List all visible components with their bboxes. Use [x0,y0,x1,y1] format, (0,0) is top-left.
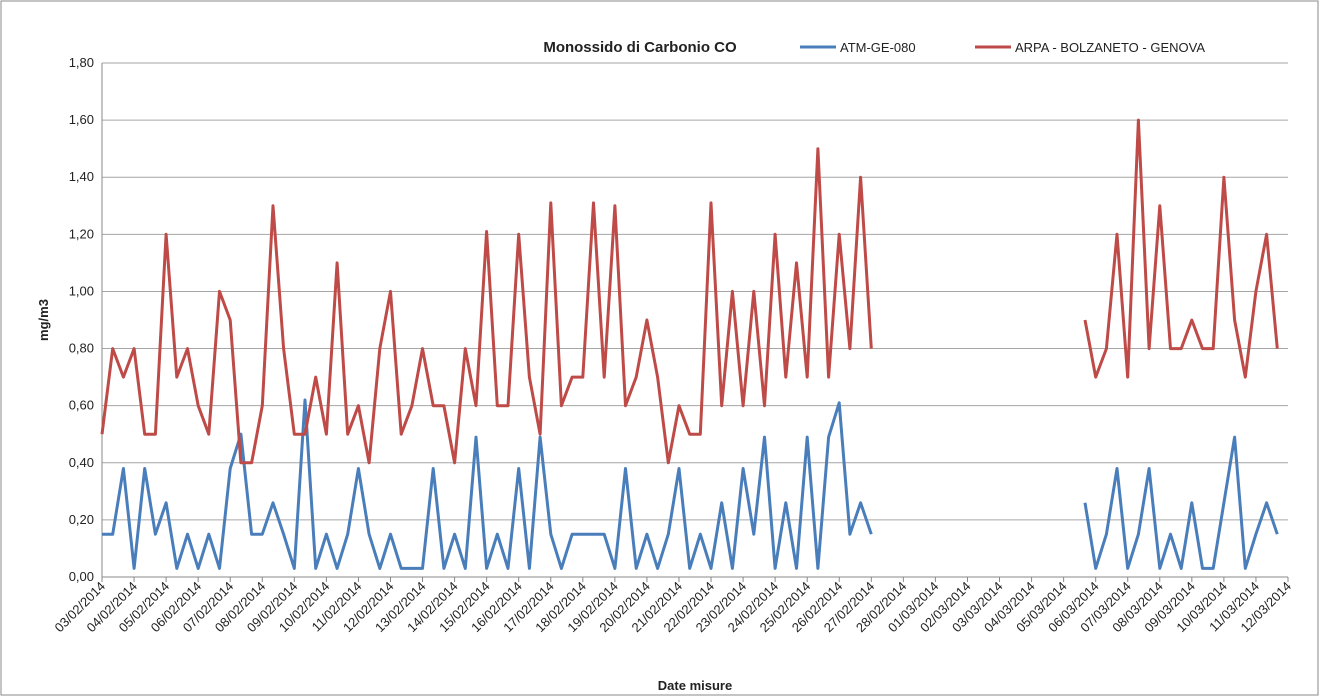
y-tick-label: 0,60 [69,398,94,413]
y-tick-label: 0,40 [69,455,94,470]
y-tick-label: 0,00 [69,569,94,584]
x-axis-label: Date misure [658,678,732,693]
y-tick-label: 1,60 [69,112,94,127]
y-tick-label: 1,80 [69,55,94,70]
series-line [102,398,1279,570]
series-line [100,118,1279,465]
chart-title: Monossido di Carbonio CO [543,39,737,56]
legend-label: ATM-GE-080 [840,40,916,55]
legend-label: ARPA - BOLZANETO - GENOVA [1015,40,1205,55]
y-tick-label: 1,40 [69,169,94,184]
y-tick-label: 1,00 [69,283,94,298]
y-axis-label: mg/m3 [36,299,51,341]
y-tick-label: 0,20 [69,512,94,527]
y-tick-label: 1,20 [69,226,94,241]
y-tick-label: 0,80 [69,341,94,356]
